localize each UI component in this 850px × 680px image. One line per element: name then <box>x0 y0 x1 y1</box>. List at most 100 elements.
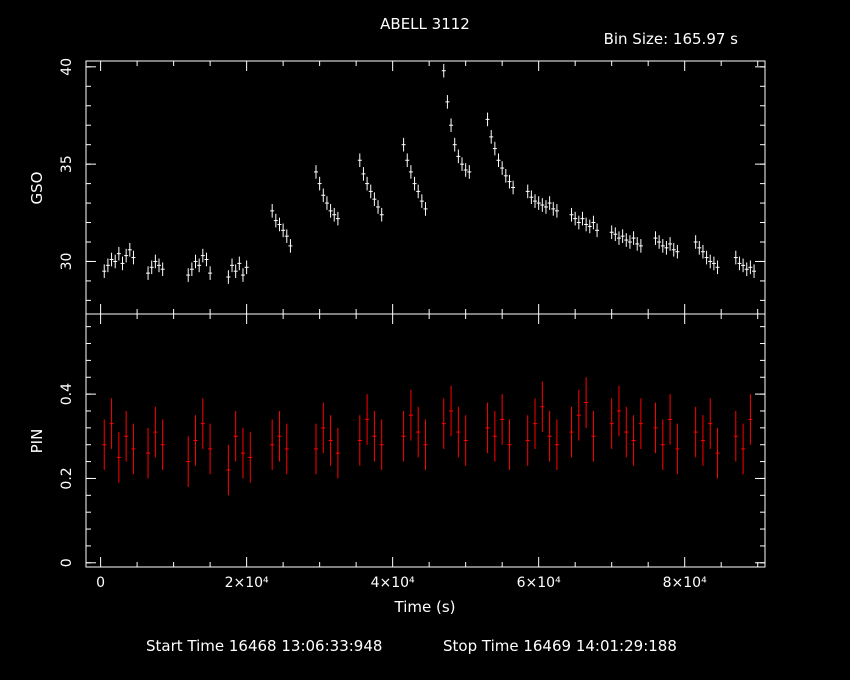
data-point <box>449 385 454 437</box>
y-tick-label: 0 <box>59 558 75 567</box>
data-point <box>584 377 589 428</box>
data-point <box>197 258 202 273</box>
data-point <box>361 167 366 181</box>
data-point <box>507 174 512 189</box>
data-point <box>624 406 629 458</box>
data-point <box>233 264 238 278</box>
data-point <box>408 165 413 179</box>
data-point <box>675 244 680 259</box>
data-point <box>733 410 738 462</box>
x-tick-label: 0 <box>96 575 105 591</box>
data-point <box>127 242 132 257</box>
data-point <box>744 262 749 277</box>
data-point <box>208 423 213 475</box>
data-point <box>664 241 669 255</box>
data-point <box>529 190 534 205</box>
gso-points <box>102 63 757 284</box>
data-point <box>460 157 465 171</box>
data-point <box>715 427 720 479</box>
data-point <box>379 419 384 471</box>
data-point <box>609 398 614 449</box>
data-point <box>576 215 581 230</box>
data-point <box>653 402 658 454</box>
data-point <box>120 256 125 271</box>
data-point <box>335 211 340 226</box>
data-point <box>660 419 665 471</box>
data-point <box>116 246 121 261</box>
data-point <box>525 184 530 199</box>
y-tick-label: 35 <box>59 155 75 173</box>
data-point <box>591 410 596 462</box>
data-point <box>456 149 461 164</box>
data-point <box>423 202 428 216</box>
data-point <box>533 194 538 208</box>
data-point <box>284 423 289 475</box>
data-point <box>335 427 340 479</box>
data-point <box>580 211 585 226</box>
data-point <box>547 196 552 210</box>
data-point <box>503 169 508 183</box>
data-point <box>496 153 501 168</box>
data-point <box>270 419 275 471</box>
data-point <box>613 227 618 242</box>
data-point <box>573 211 578 226</box>
data-point <box>273 213 278 228</box>
data-point <box>449 118 454 133</box>
pin-panel-frame <box>85 313 766 568</box>
data-point <box>357 415 362 466</box>
data-point <box>153 406 158 458</box>
data-point <box>741 423 746 475</box>
pin-panel: 0 2×10⁴ 4×10⁴ 6×10⁴ 8×10⁴ 0 0.2 0.4 PIN <box>28 313 766 591</box>
data-point <box>540 198 545 212</box>
data-point <box>186 436 191 487</box>
data-point <box>401 410 406 462</box>
data-point <box>547 410 552 462</box>
data-point <box>408 389 413 441</box>
data-point <box>157 258 162 273</box>
data-point <box>693 235 698 249</box>
x-tick-label: 6×10⁴ <box>517 575 561 591</box>
data-point <box>748 260 753 275</box>
data-point <box>741 258 746 273</box>
data-point <box>372 192 377 206</box>
pin-axis-label: PIN <box>28 429 46 454</box>
data-point <box>240 268 245 282</box>
data-point <box>660 239 665 253</box>
data-point <box>109 398 114 449</box>
data-point <box>277 217 282 232</box>
data-point <box>324 196 329 210</box>
data-point <box>620 229 625 243</box>
data-point <box>248 432 253 483</box>
data-point <box>146 427 151 479</box>
data-point <box>124 410 129 462</box>
data-point <box>412 176 417 191</box>
data-point <box>627 235 632 249</box>
data-point <box>423 419 428 471</box>
data-point <box>226 270 231 284</box>
y-tick-label: 40 <box>59 58 75 76</box>
data-point <box>638 398 643 449</box>
data-point <box>321 402 326 454</box>
data-point <box>313 423 318 475</box>
data-point <box>288 239 293 253</box>
data-point <box>467 165 472 179</box>
data-point <box>616 385 621 437</box>
data-point <box>456 406 461 458</box>
data-point <box>463 163 468 177</box>
data-point <box>507 419 512 471</box>
data-point <box>525 415 530 466</box>
data-point <box>379 207 384 222</box>
data-point <box>700 244 705 259</box>
data-point <box>405 153 410 168</box>
x-tick-label: 4×10⁴ <box>371 575 415 591</box>
x-tick-label: 2×10⁴ <box>225 575 269 591</box>
data-point <box>609 225 614 240</box>
data-point <box>693 406 698 458</box>
data-point <box>463 415 468 466</box>
data-point <box>270 204 275 218</box>
data-point <box>748 394 753 445</box>
data-point <box>631 415 636 466</box>
data-point <box>500 394 505 445</box>
data-point <box>317 176 322 191</box>
